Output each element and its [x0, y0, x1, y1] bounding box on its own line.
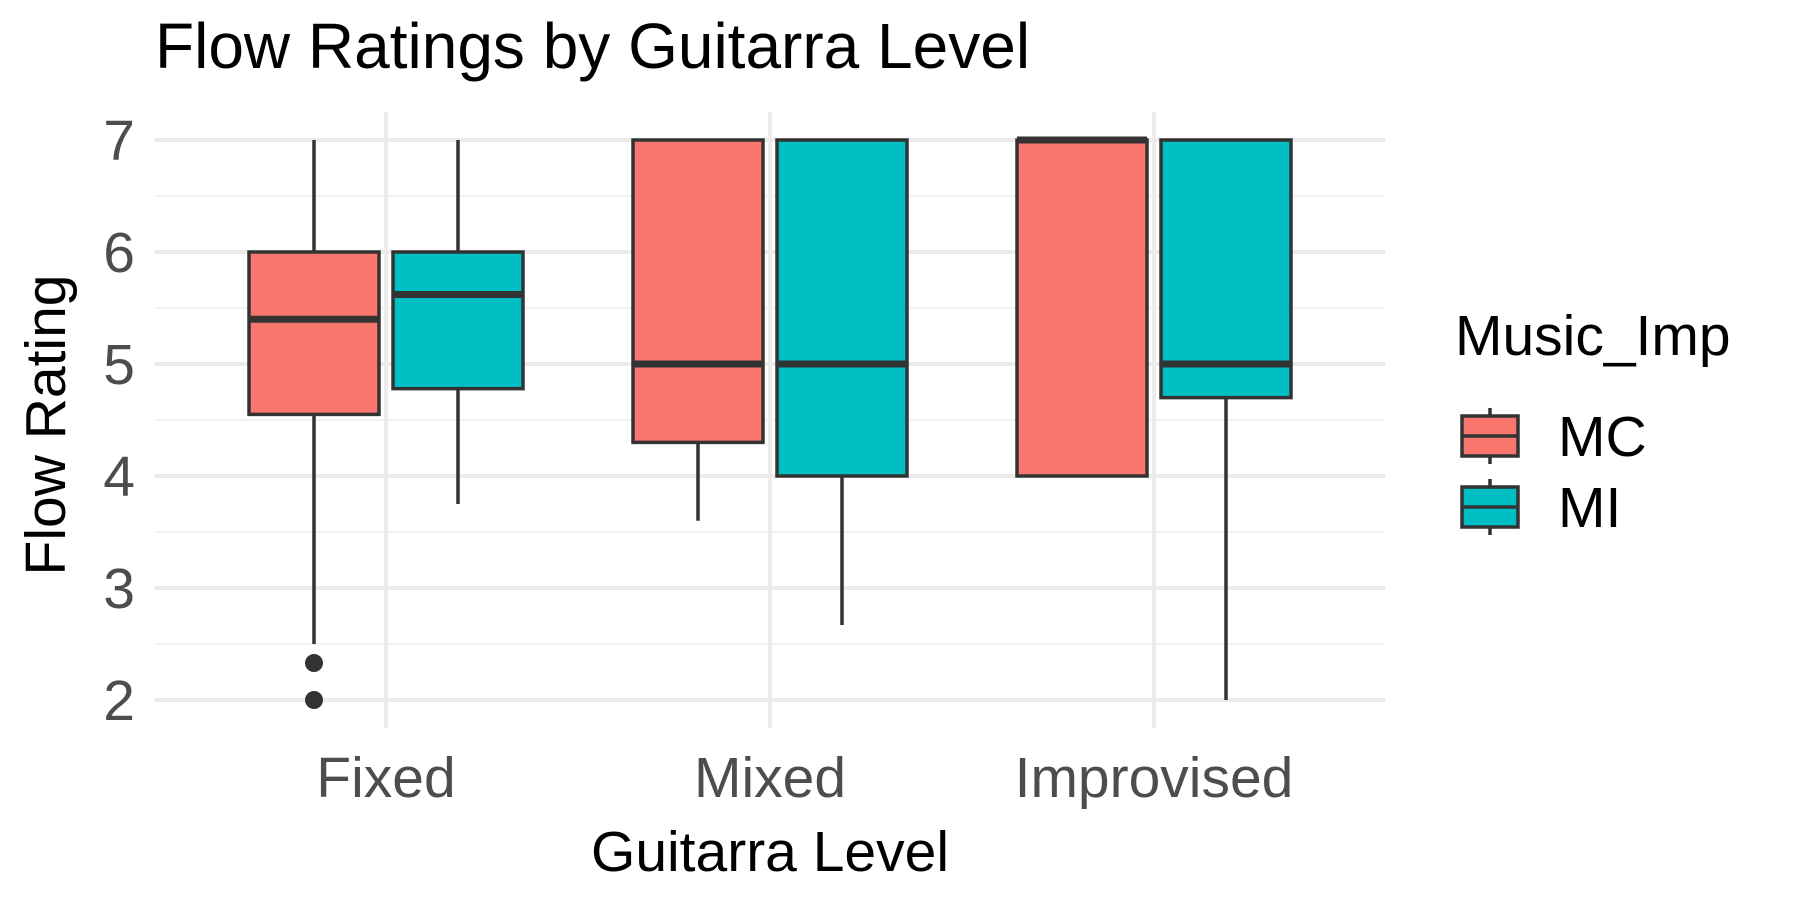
- y-tick-label: 2: [103, 669, 135, 733]
- x-axis-title: Guitarra Level: [591, 820, 949, 884]
- iqr-box: [247, 250, 381, 417]
- box-mc-mixed: [631, 138, 765, 521]
- x-tick-label: Improvised: [1015, 746, 1294, 810]
- legend-item-mc: MC: [1460, 405, 1647, 469]
- legend-label: MC: [1558, 405, 1647, 469]
- legend: Music_Imp MC MI: [1455, 304, 1731, 540]
- x-tick-label: Mixed: [694, 746, 846, 810]
- y-tick-label: 3: [103, 557, 135, 621]
- boxes: [247, 136, 1293, 709]
- iqr-box: [1015, 138, 1149, 478]
- y-tick-label: 4: [103, 445, 135, 509]
- legend-title: Music_Imp: [1455, 304, 1731, 368]
- box-mc-fixed: [247, 140, 381, 709]
- box-mc-improvised: [1015, 136, 1149, 478]
- box-mi-fixed: [391, 140, 525, 504]
- axes: 2 3 4 5 6 7 Fixed Mixed Improvised: [103, 109, 1293, 810]
- legend-label: MI: [1558, 476, 1621, 540]
- iqr-box: [775, 138, 909, 478]
- iqr-box: [391, 250, 525, 391]
- y-axis-title: Flow Rating: [14, 275, 78, 576]
- outlier-point: [305, 654, 323, 673]
- outlier-point: [305, 691, 323, 709]
- chart-title: Flow Ratings by Guitarra Level: [155, 10, 1030, 82]
- y-tick-label: 5: [103, 333, 135, 397]
- y-tick-label: 6: [103, 221, 135, 285]
- iqr-box: [631, 138, 765, 445]
- box-mi-improvised: [1159, 138, 1293, 700]
- x-tick-label: Fixed: [316, 746, 455, 810]
- box-mi-mixed: [775, 138, 909, 625]
- iqr-box: [1159, 138, 1293, 400]
- y-tick-label: 7: [103, 109, 135, 173]
- legend-item-mi: MI: [1460, 476, 1621, 540]
